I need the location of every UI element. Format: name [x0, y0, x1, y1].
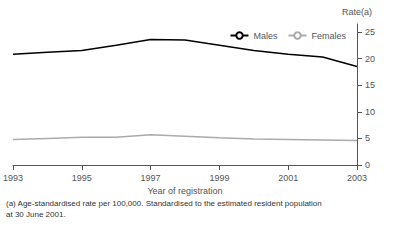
- svg-text:at 30 June 2001.: at 30 June 2001.: [6, 210, 66, 219]
- svg-text:1997: 1997: [141, 173, 161, 183]
- svg-text:(a) Age-standardised rate per: (a) Age-standardised rate per 100,000. S…: [6, 199, 322, 208]
- svg-text:10: 10: [365, 107, 375, 117]
- svg-text:Year of registration: Year of registration: [147, 186, 222, 196]
- svg-text:1993: 1993: [3, 173, 23, 183]
- svg-text:1995: 1995: [72, 173, 92, 183]
- svg-text:Males: Males: [253, 31, 278, 41]
- svg-text:25: 25: [365, 27, 375, 37]
- svg-text:2003: 2003: [347, 173, 367, 183]
- svg-text:20: 20: [365, 54, 375, 64]
- svg-text:15: 15: [365, 80, 375, 90]
- svg-text:5: 5: [365, 133, 370, 143]
- svg-text:1999: 1999: [209, 173, 229, 183]
- svg-text:Rate(a): Rate(a): [342, 7, 372, 17]
- svg-text:0: 0: [365, 160, 370, 170]
- svg-text:Females: Females: [311, 31, 346, 41]
- svg-text:2001: 2001: [278, 173, 298, 183]
